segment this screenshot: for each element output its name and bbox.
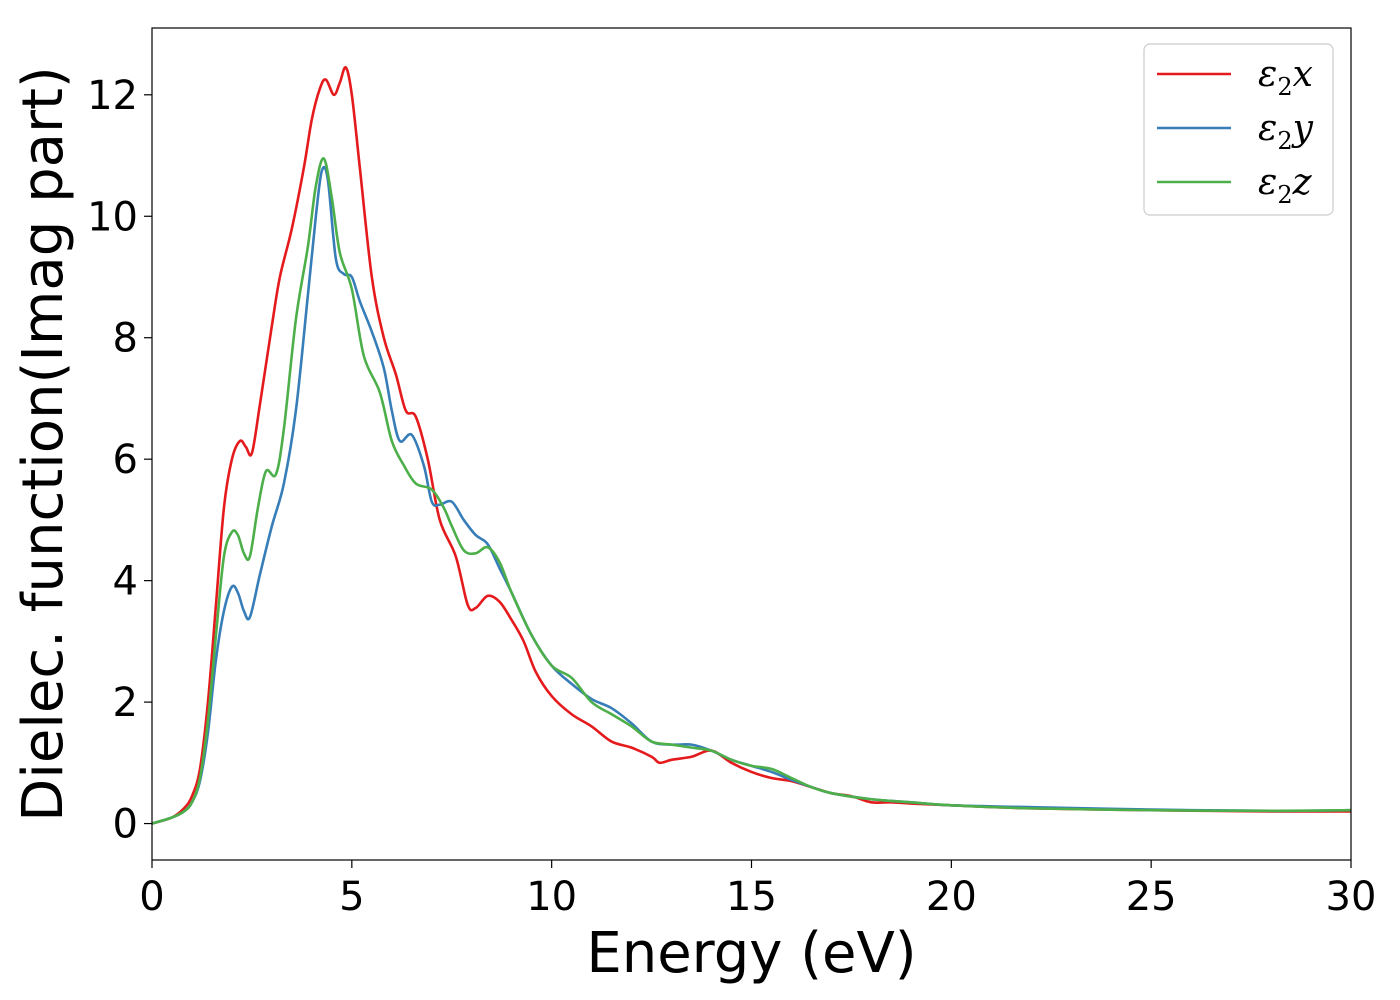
y-tick-label: 6 bbox=[113, 437, 138, 483]
legend: ε2x ε2y ε2z bbox=[1143, 43, 1334, 216]
x-tick-label: 0 bbox=[139, 874, 164, 920]
series-line-z bbox=[152, 157, 1351, 825]
legend-item-y: ε2y bbox=[1157, 108, 1314, 155]
x-tick-label: 15 bbox=[726, 874, 777, 920]
legend-label: ε2y bbox=[1258, 108, 1314, 155]
y-tick-label: 4 bbox=[113, 559, 138, 605]
legend-item-z: ε2z bbox=[1157, 162, 1313, 209]
legend-label: ε2x bbox=[1258, 54, 1313, 101]
y-tick-label: 8 bbox=[113, 316, 138, 362]
legend-label: ε2z bbox=[1258, 162, 1313, 209]
y-tick-label: 0 bbox=[113, 802, 138, 848]
y-tick-label: 12 bbox=[87, 73, 138, 119]
x-tick-label: 10 bbox=[526, 874, 577, 920]
y-tick-label: 2 bbox=[113, 680, 138, 726]
x-tick-label: 25 bbox=[1126, 874, 1177, 920]
x-tick-label: 5 bbox=[339, 874, 364, 920]
x-axis-label: Energy (eV) bbox=[586, 921, 916, 986]
plot-lines bbox=[152, 66, 1351, 825]
x-tick-label: 30 bbox=[1326, 874, 1377, 920]
y-axis-label: Dielec. function(Imag part) bbox=[11, 66, 76, 822]
legend-item-x: ε2x bbox=[1157, 54, 1313, 101]
series-line-y bbox=[152, 165, 1351, 825]
y-tick-label: 10 bbox=[87, 194, 138, 240]
x-tick-label: 20 bbox=[926, 874, 977, 920]
y-axis-ticks: 0 2 4 6 8 10 12 bbox=[87, 73, 152, 848]
x-axis-ticks: 0 5 10 15 20 25 30 bbox=[139, 860, 1376, 920]
legend-box bbox=[1143, 43, 1334, 216]
